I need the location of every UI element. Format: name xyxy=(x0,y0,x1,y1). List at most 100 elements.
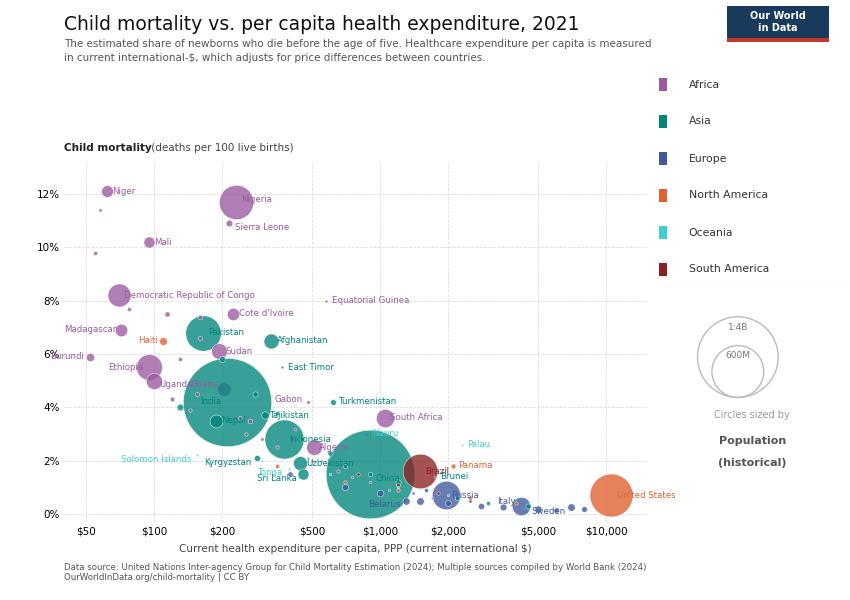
Bar xyxy=(659,226,667,239)
Point xyxy=(345,472,359,481)
Point xyxy=(378,413,392,423)
Text: 1:4B: 1:4B xyxy=(728,323,748,332)
Text: Africa: Africa xyxy=(688,79,720,89)
Point xyxy=(229,197,242,207)
Text: Nepal: Nepal xyxy=(221,416,246,425)
Point xyxy=(227,309,241,319)
Point xyxy=(173,355,186,364)
Text: Child mortality vs. per capita health expenditure, 2021: Child mortality vs. per capita health ex… xyxy=(64,15,579,34)
Text: Nigeria: Nigeria xyxy=(241,195,272,204)
Point xyxy=(184,405,197,415)
Point xyxy=(277,434,291,444)
Bar xyxy=(659,115,667,128)
Point xyxy=(173,403,186,412)
Point xyxy=(549,505,563,515)
Point xyxy=(142,362,156,372)
Point xyxy=(373,488,387,497)
Point xyxy=(115,325,128,335)
Bar xyxy=(659,190,667,202)
Point xyxy=(142,237,156,247)
Point xyxy=(293,458,307,468)
Text: Kyrgyzstan: Kyrgyzstan xyxy=(204,458,251,467)
Point xyxy=(320,296,333,305)
Point xyxy=(301,397,314,407)
Text: Brazil: Brazil xyxy=(425,467,450,476)
Text: Indonesia: Indonesia xyxy=(289,435,331,444)
Text: Child mortality: Child mortality xyxy=(64,143,151,153)
Point xyxy=(307,443,320,452)
Point xyxy=(481,499,495,508)
Text: (deaths per 100 live births): (deaths per 100 live births) xyxy=(148,143,294,153)
Text: Gabon: Gabon xyxy=(274,395,303,404)
Point xyxy=(233,413,246,423)
Text: China: China xyxy=(375,473,400,482)
Text: Circles sized by: Circles sized by xyxy=(714,410,791,421)
Point xyxy=(391,477,405,487)
Point xyxy=(496,503,510,512)
Point xyxy=(338,477,352,487)
Point xyxy=(391,482,405,492)
Point xyxy=(209,416,223,425)
Point xyxy=(425,493,439,503)
Bar xyxy=(659,79,667,91)
Text: (historical): (historical) xyxy=(718,458,786,468)
Point xyxy=(564,503,578,512)
Text: Sweden: Sweden xyxy=(531,507,565,516)
Text: Ghana: Ghana xyxy=(190,380,218,389)
Point xyxy=(314,456,328,466)
Point xyxy=(463,496,477,505)
Text: Ethiopia: Ethiopia xyxy=(108,363,143,372)
Point xyxy=(218,384,231,394)
Point xyxy=(439,491,452,500)
Point xyxy=(323,469,337,479)
Text: Uzbekistan: Uzbekistan xyxy=(306,459,354,468)
Point xyxy=(220,397,234,407)
Point xyxy=(193,333,207,343)
Point xyxy=(413,467,427,476)
Text: Sri Lanka: Sri Lanka xyxy=(258,473,297,482)
Text: Nauru: Nauru xyxy=(371,430,398,439)
Point xyxy=(255,456,269,466)
Point xyxy=(514,501,528,511)
Point xyxy=(122,304,136,313)
Point xyxy=(250,453,264,463)
Text: Burundi: Burundi xyxy=(50,352,84,361)
Text: Solomon Islands: Solomon Islands xyxy=(121,455,191,464)
Point xyxy=(255,434,269,444)
Text: Algeria: Algeria xyxy=(320,443,349,452)
Text: South America: South America xyxy=(688,265,769,275)
Point xyxy=(382,485,396,495)
Text: East Timor: East Timor xyxy=(288,363,334,372)
Point xyxy=(413,496,427,505)
Bar xyxy=(659,263,667,275)
Point xyxy=(363,469,377,479)
Point xyxy=(577,504,591,514)
Text: Equatorial Guinea: Equatorial Guinea xyxy=(332,296,410,305)
Text: Tonga: Tonga xyxy=(258,469,283,478)
Point xyxy=(264,336,278,346)
Point xyxy=(399,496,412,505)
Point xyxy=(301,453,314,463)
Point xyxy=(431,488,445,497)
Point xyxy=(283,469,297,479)
Text: Belarus: Belarus xyxy=(368,500,400,509)
Text: Haiti: Haiti xyxy=(138,336,157,345)
Point xyxy=(82,352,96,361)
Point xyxy=(531,504,545,514)
Point xyxy=(100,187,114,196)
Point xyxy=(190,389,204,399)
Text: Mali: Mali xyxy=(155,238,172,247)
Point xyxy=(196,328,210,337)
Point xyxy=(351,469,365,479)
Text: Uganda: Uganda xyxy=(159,380,193,389)
Point xyxy=(94,205,107,215)
Point xyxy=(360,429,373,439)
Point xyxy=(156,336,170,346)
Point xyxy=(331,467,344,476)
Point xyxy=(326,397,340,407)
Text: 600M: 600M xyxy=(725,352,751,361)
Point xyxy=(258,410,272,420)
Point xyxy=(270,461,284,471)
Point xyxy=(270,443,284,452)
Point xyxy=(604,491,618,500)
